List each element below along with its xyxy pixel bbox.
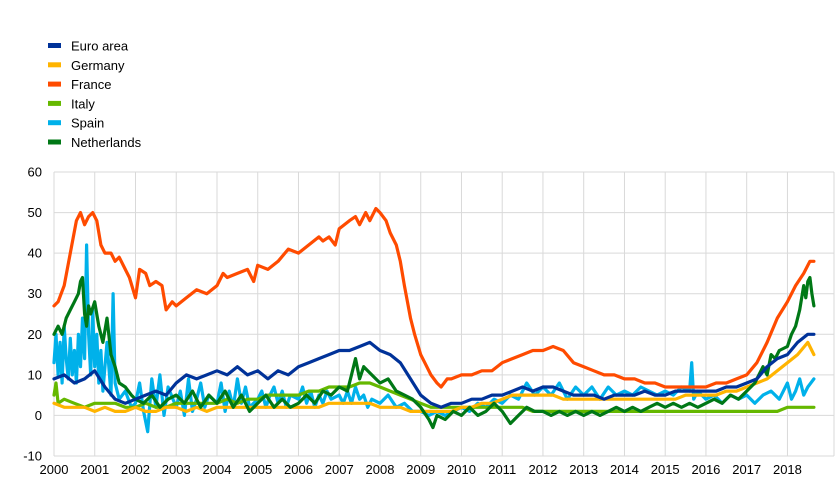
y-tick-label: 50	[28, 205, 42, 220]
series-lines	[52, 206, 816, 434]
legend-swatch	[48, 139, 61, 145]
legend-label: Germany	[71, 58, 125, 73]
x-axis-tick-labels: 2000 2001 2002 2003 2004 2005 2006 2007 2008 2009…	[40, 462, 802, 477]
x-tick-label: 2015	[651, 462, 680, 477]
x-tick-label: 2006	[284, 462, 313, 477]
series-line-netherlands	[52, 275, 816, 430]
legend-swatch	[48, 62, 61, 68]
series-line-france	[52, 206, 816, 389]
legend-label: Spain	[71, 116, 104, 131]
x-tick-label: 2005	[243, 462, 272, 477]
x-tick-label: 2013	[569, 462, 598, 477]
x-tick-label: 2010	[447, 462, 476, 477]
x-tick-label: 2008	[366, 462, 395, 477]
x-tick-label: 2011	[488, 462, 516, 477]
y-tick-label: 10	[28, 367, 42, 382]
legend: Euro area Germany France Italy Spain Netherla…	[48, 39, 142, 150]
y-tick-label: 0	[35, 408, 42, 423]
x-tick-label: 2014	[610, 462, 639, 477]
legend-swatch	[48, 120, 61, 126]
y-tick-label: 40	[28, 246, 42, 261]
y-tick-label: -10	[23, 449, 42, 464]
legend-label: Euro area	[71, 39, 129, 54]
y-axis-tick-labels: -10 0 10 20 30 40 50 60	[23, 165, 42, 464]
y-tick-label: 60	[28, 165, 42, 180]
y-tick-label: 30	[28, 286, 42, 301]
legend-swatch	[48, 43, 61, 48]
legend-swatch	[48, 100, 61, 106]
x-tick-label: 2007	[325, 462, 354, 477]
x-tick-label: 2018	[773, 462, 802, 477]
series-line-germany	[52, 340, 816, 413]
legend-label: Netherlands	[71, 135, 142, 150]
legend-label: France	[71, 77, 111, 92]
x-tick-label: 2002	[121, 462, 150, 477]
x-tick-label: 2016	[691, 462, 720, 477]
x-tick-label: 2003	[162, 462, 191, 477]
x-tick-label: 2009	[406, 462, 435, 477]
x-tick-label: 2012	[528, 462, 557, 477]
series-line-euro-area	[52, 332, 816, 409]
x-tick-label: 2017	[732, 462, 761, 477]
x-tick-label: 2001	[80, 462, 109, 477]
legend-swatch	[48, 81, 61, 87]
legend-label: Italy	[71, 96, 95, 111]
y-tick-label: 20	[28, 327, 42, 342]
x-tick-label: 2000	[40, 462, 69, 477]
x-tick-label: 2004	[203, 462, 232, 477]
